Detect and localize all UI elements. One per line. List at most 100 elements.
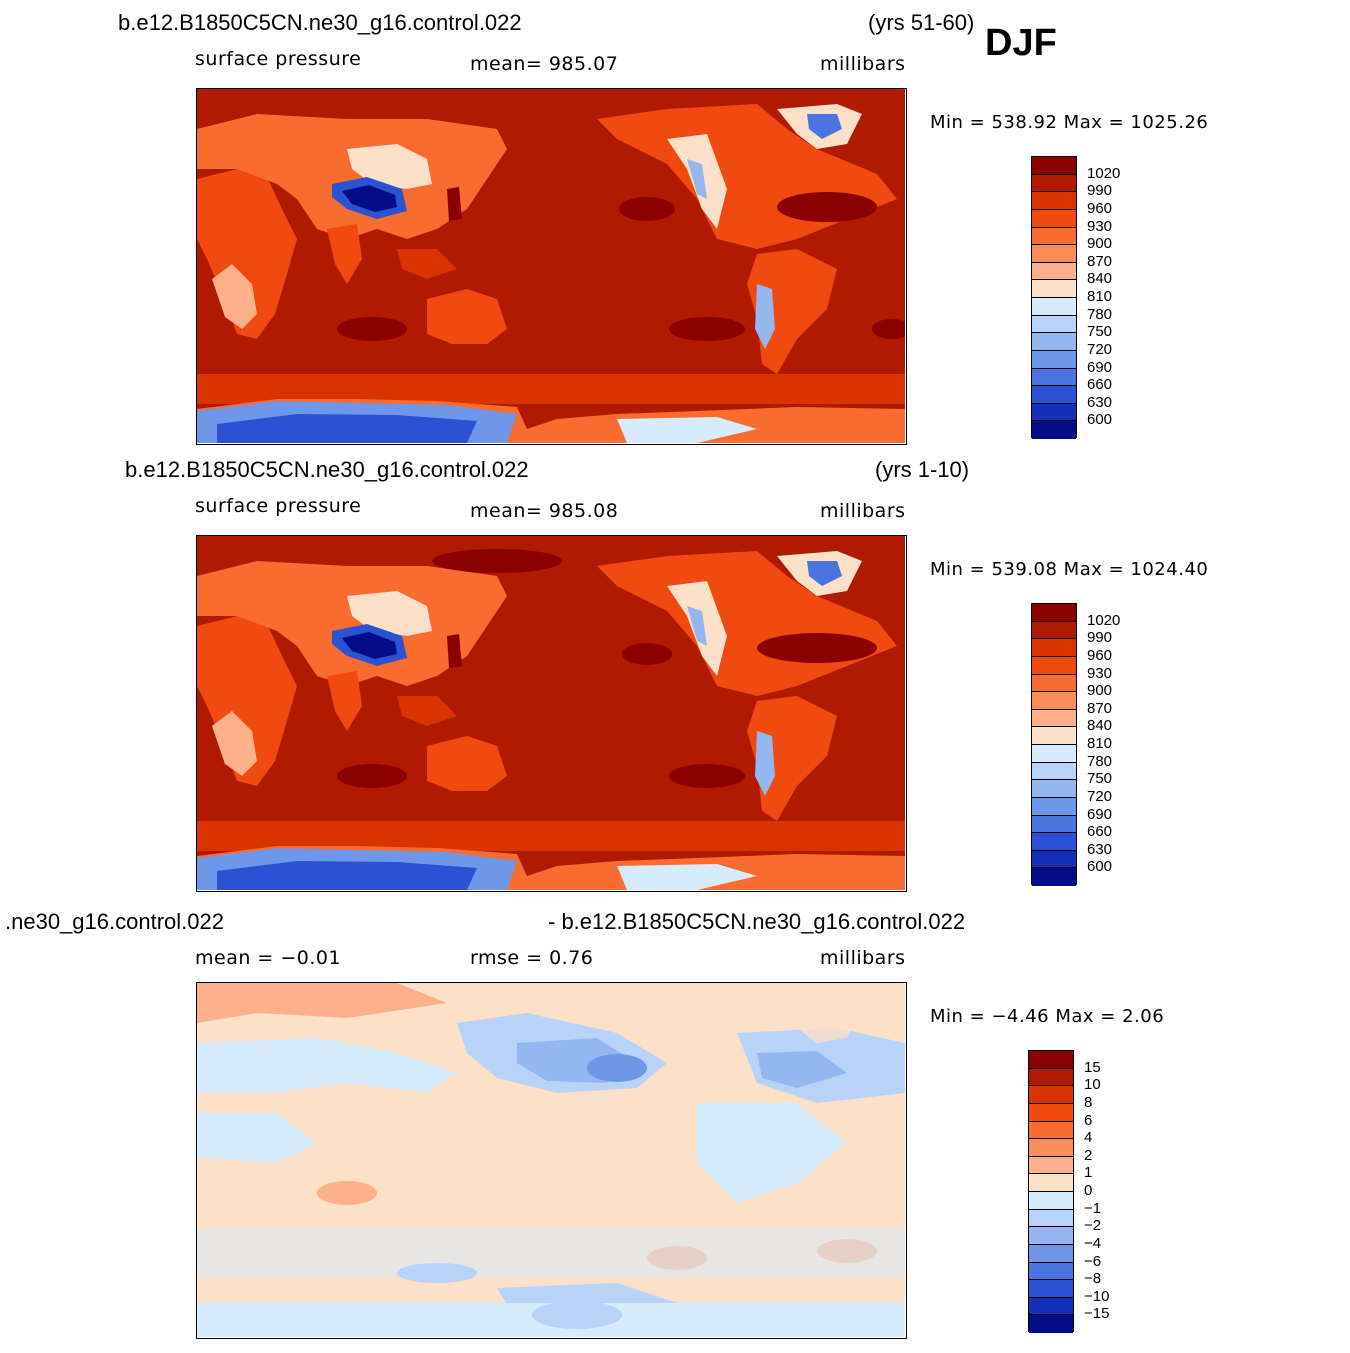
- colorbar-swatch: [1032, 421, 1076, 439]
- colorbar-tick-label: 600: [1087, 858, 1113, 876]
- colorbar-swatch: [1032, 227, 1076, 246]
- colorbar-tick-label: 690: [1087, 805, 1113, 823]
- colorbar-tick-label: 6: [1084, 1111, 1093, 1129]
- colorbar-tick-label: 900: [1087, 682, 1113, 700]
- panel2-variable-label: surface pressure: [195, 495, 362, 517]
- colorbar-swatch: [1032, 262, 1076, 281]
- colorbar-tick-label: 1020: [1087, 611, 1121, 629]
- panel1-years-label: (yrs 51-60): [868, 10, 975, 35]
- colorbar-tick-label: 1: [1084, 1164, 1093, 1182]
- colorbar-tick-label: 750: [1087, 770, 1113, 788]
- colorbar-swatch: [1032, 192, 1076, 210]
- colorbar-tick-label: 1020: [1087, 164, 1121, 182]
- colorbar-swatch: [1032, 780, 1076, 798]
- season-label: DJF: [985, 22, 1057, 64]
- colorbar-tick-label: −15: [1084, 1305, 1110, 1323]
- panel3-units-label: millibars: [820, 947, 906, 969]
- panel3-colorbar: [1028, 1050, 1074, 1333]
- colorbar-swatch: [1032, 727, 1076, 745]
- panel3-case-subtracted: - b.e12.B1850C5CN.ne30_g16.control.022: [548, 909, 966, 934]
- colorbar-swatch: [1029, 1139, 1073, 1157]
- colorbar-swatch: [1032, 745, 1076, 763]
- colorbar-tick-label: −6: [1084, 1252, 1102, 1270]
- colorbar-tick-label: 840: [1087, 270, 1113, 288]
- panel1-map: [196, 88, 907, 445]
- panel2-case-title: b.e12.B1850C5CN.ne30_g16.control.022: [125, 457, 529, 482]
- colorbar-swatch: [1032, 815, 1076, 834]
- colorbar-swatch: [1032, 386, 1076, 404]
- colorbar-swatch: [1029, 1262, 1073, 1281]
- colorbar-tick-label: 720: [1087, 787, 1113, 805]
- colorbar-swatch: [1029, 1174, 1073, 1192]
- colorbar-swatch: [1032, 639, 1076, 657]
- colorbar-swatch: [1029, 1280, 1073, 1298]
- colorbar-tick-label: 900: [1087, 235, 1113, 253]
- panel1-minmax-label: Min = 538.92 Max = 1025.26: [930, 112, 1209, 133]
- colorbar-tick-label: 660: [1087, 376, 1113, 394]
- colorbar-tick-label: 780: [1087, 305, 1113, 323]
- colorbar-tick-label: −4: [1084, 1234, 1102, 1252]
- colorbar-swatch: [1032, 656, 1076, 675]
- colorbar-tick-label: 870: [1087, 699, 1113, 717]
- colorbar-tick-label: 8: [1084, 1093, 1093, 1111]
- colorbar-swatch: [1029, 1192, 1073, 1210]
- colorbar-tick-label: 720: [1087, 340, 1113, 358]
- colorbar-swatch: [1029, 1086, 1073, 1104]
- panel3-case-title: .ne30_g16.control.022: [5, 909, 224, 934]
- colorbar-tick-label: −8: [1084, 1270, 1102, 1288]
- colorbar-tick-label: 690: [1087, 358, 1113, 376]
- colorbar-swatch: [1032, 298, 1076, 316]
- colorbar-tick-label: 960: [1087, 646, 1113, 664]
- colorbar-tick-label: 750: [1087, 323, 1113, 341]
- colorbar-swatch: [1029, 1209, 1073, 1228]
- colorbar-swatch: [1029, 1068, 1073, 1087]
- panel3-minmax-label: Min = −4.46 Max = 2.06: [930, 1006, 1165, 1027]
- colorbar-swatch: [1029, 1244, 1073, 1263]
- panel2-colorbar: [1031, 603, 1077, 886]
- colorbar-tick-label: −1: [1084, 1199, 1102, 1217]
- colorbar-swatch: [1029, 1103, 1073, 1122]
- colorbar-swatch: [1029, 1051, 1073, 1069]
- colorbar-tick-label: 0: [1084, 1182, 1093, 1199]
- colorbar-tick-label: 600: [1087, 411, 1113, 429]
- colorbar-tick-label: 960: [1087, 199, 1113, 217]
- colorbar-tick-label: 810: [1087, 288, 1113, 305]
- colorbar-tick-label: 930: [1087, 664, 1113, 682]
- panel1-case-title: b.e12.B1850C5CN.ne30_g16.control.022: [118, 10, 522, 35]
- colorbar-tick-label: 930: [1087, 217, 1113, 235]
- colorbar-tick-label: 990: [1087, 629, 1113, 647]
- colorbar-swatch: [1032, 245, 1076, 263]
- colorbar-swatch: [1029, 1121, 1073, 1140]
- colorbar-tick-label: 15: [1084, 1058, 1101, 1076]
- colorbar-tick-label: 630: [1087, 393, 1113, 411]
- panel1-mean-label: mean= 985.07: [470, 53, 619, 75]
- colorbar-tick-label: −10: [1084, 1287, 1110, 1305]
- australia-land: [427, 289, 507, 344]
- colorbar-tick-label: 2: [1084, 1146, 1093, 1164]
- colorbar-swatch: [1032, 833, 1076, 851]
- south-america-land: [747, 249, 837, 374]
- panel3-map: [196, 982, 907, 1339]
- colorbar-swatch: [1032, 333, 1076, 351]
- panel2-map: [196, 535, 907, 892]
- colorbar-swatch: [1032, 709, 1076, 728]
- colorbar-swatch: [1029, 1227, 1073, 1245]
- eurasia-land: [197, 114, 507, 239]
- colorbar-tick-label: −2: [1084, 1217, 1102, 1235]
- colorbar-swatch: [1032, 368, 1076, 387]
- colorbar-swatch: [1032, 350, 1076, 369]
- colorbar-swatch: [1032, 692, 1076, 710]
- colorbar-swatch: [1029, 1297, 1073, 1316]
- panel2-mean-label: mean= 985.08: [470, 500, 619, 522]
- colorbar-swatch: [1032, 315, 1076, 334]
- africa-land: [197, 169, 297, 339]
- colorbar-swatch: [1032, 621, 1076, 640]
- colorbar-swatch: [1032, 850, 1076, 869]
- colorbar-swatch: [1032, 674, 1076, 693]
- colorbar-swatch: [1029, 1315, 1073, 1333]
- colorbar-swatch: [1032, 209, 1076, 228]
- colorbar-tick-label: 10: [1084, 1076, 1101, 1094]
- colorbar-tick-label: 870: [1087, 252, 1113, 270]
- colorbar-swatch: [1032, 868, 1076, 886]
- colorbar-tick-label: 630: [1087, 840, 1113, 858]
